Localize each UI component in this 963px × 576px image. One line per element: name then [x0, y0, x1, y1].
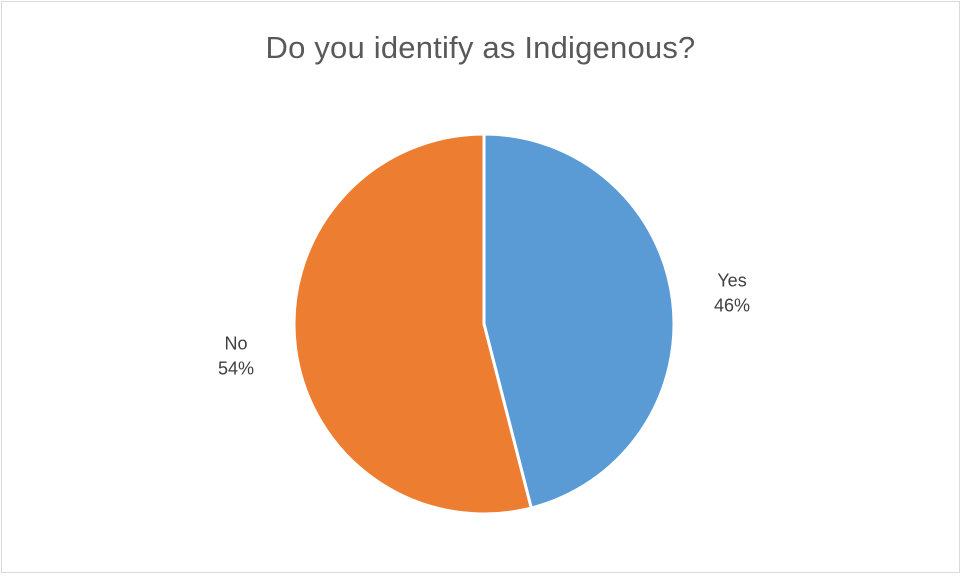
pie-slice-no — [292, 132, 533, 516]
chart-title: Do you identify as Indigenous? — [265, 30, 696, 65]
slice-value-label-yes: 46% — [714, 296, 750, 316]
slice-value-label-no: 54% — [218, 358, 254, 378]
pie-slices — [292, 132, 676, 516]
pie-labels: Yes 46% No 54% — [218, 271, 750, 379]
pie-slice-yes — [482, 132, 676, 510]
slice-category-label-no: No — [224, 333, 247, 353]
slice-category-label-yes: Yes — [717, 271, 746, 291]
